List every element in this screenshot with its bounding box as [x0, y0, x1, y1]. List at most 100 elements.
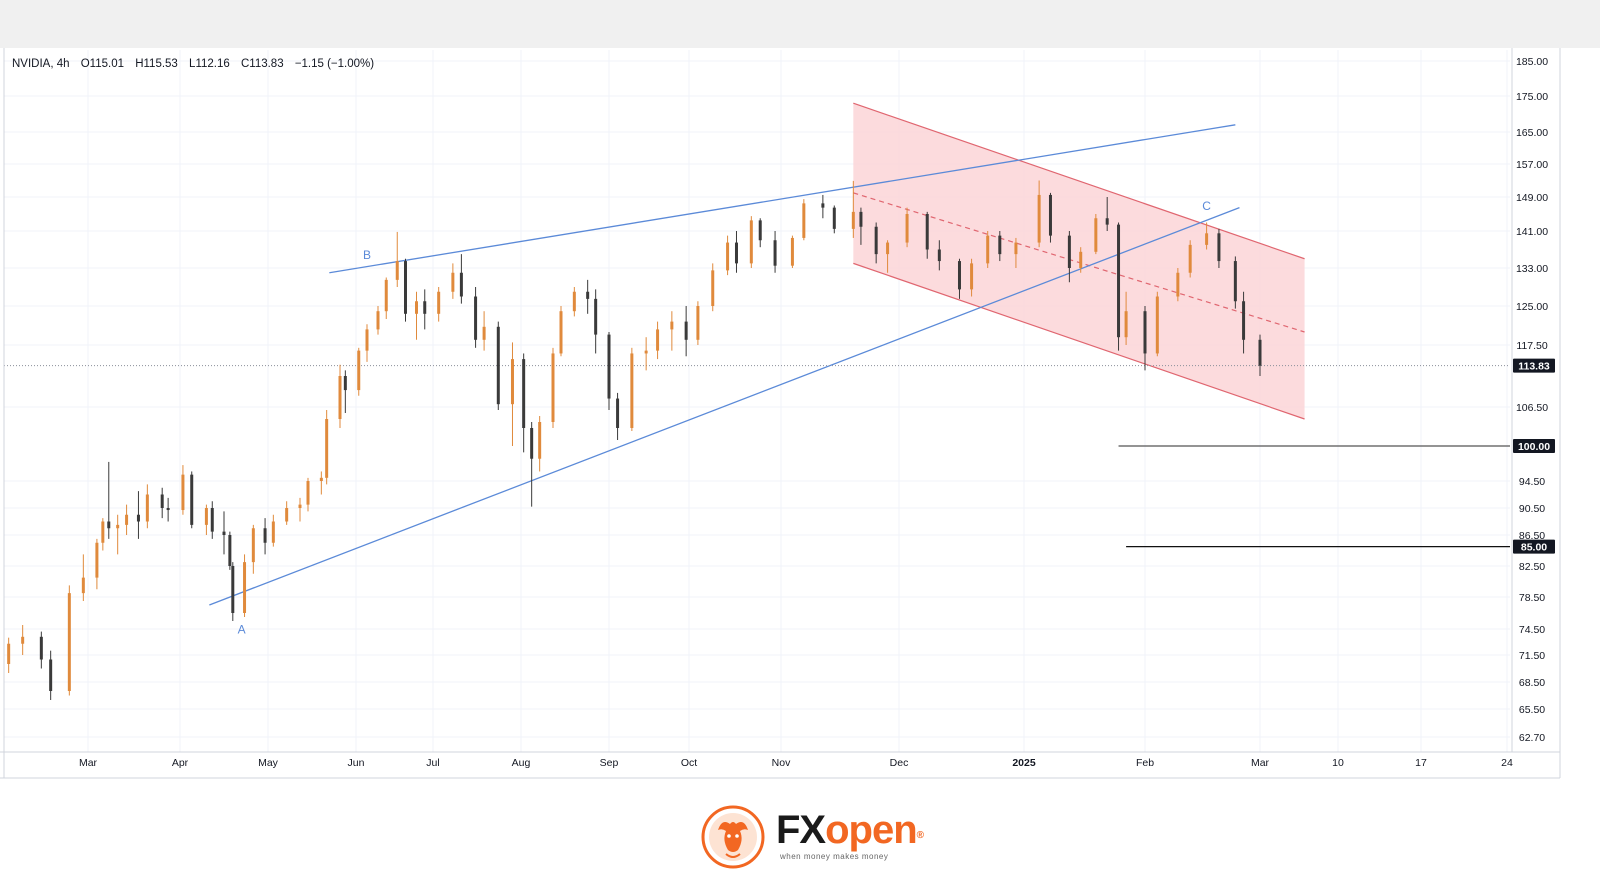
- interval-label: 4h: [57, 58, 70, 70]
- candle: [415, 291, 418, 340]
- high-value: H115.53: [135, 58, 178, 70]
- candle: [925, 211, 929, 259]
- y-tick-label: 185.00: [1516, 56, 1548, 68]
- candle-body: [802, 203, 806, 238]
- y-tick-label: 157.00: [1516, 159, 1548, 171]
- candle-body: [696, 306, 700, 340]
- x-tick-label: Feb: [1136, 757, 1154, 769]
- candle: [404, 258, 407, 322]
- candle: [758, 218, 762, 248]
- candle-body: [1258, 339, 1262, 366]
- y-tick-label: 117.50: [1516, 340, 1547, 352]
- trendlines: [209, 124, 1240, 606]
- candle-body: [285, 508, 289, 522]
- candle: [1176, 268, 1180, 302]
- level-tag-0-box: [1513, 439, 1555, 453]
- candle-body: [749, 220, 753, 264]
- candle-body: [116, 524, 120, 529]
- candle: [81, 554, 85, 601]
- candle: [343, 370, 347, 413]
- candle-body: [145, 494, 149, 522]
- candle-body: [1155, 296, 1159, 354]
- x-tick-label: Dec: [890, 757, 909, 769]
- candle-body: [1188, 244, 1192, 273]
- candle-body: [319, 477, 323, 481]
- candle: [160, 487, 164, 519]
- candle-body: [644, 350, 648, 354]
- candle-body: [81, 577, 85, 594]
- candle-body: [395, 261, 399, 280]
- candle-body: [538, 422, 542, 459]
- candle-body: [510, 359, 514, 405]
- candle: [376, 306, 380, 335]
- x-tick-label: Nov: [772, 757, 791, 769]
- x-tick-label: Oct: [681, 757, 697, 769]
- y-tick-label: 62.70: [1519, 732, 1545, 744]
- candle-body: [67, 593, 71, 691]
- candle-body: [251, 528, 255, 563]
- candle-body: [496, 326, 500, 405]
- candle-body: [670, 321, 674, 330]
- candle-body: [607, 334, 611, 399]
- candle: [711, 263, 715, 312]
- candle: [1105, 197, 1109, 231]
- candle-body: [338, 376, 342, 419]
- price-chart[interactable]: A B C 185.00 175.00 165.00 157.00 149.00 141.00…: [0, 48, 1600, 792]
- fxopen-logo[interactable]: FXopen® when money makes money: [700, 804, 940, 870]
- candle: [726, 235, 730, 276]
- candle: [125, 504, 129, 535]
- candle-body: [271, 521, 275, 543]
- candle: [905, 207, 909, 248]
- y-tick-label: 82.50: [1519, 561, 1545, 573]
- candle-body: [325, 419, 329, 478]
- candle-body: [905, 214, 909, 243]
- candle: [357, 347, 361, 396]
- candle: [859, 207, 863, 245]
- candle-body: [559, 311, 563, 354]
- y-tick-label: 68.50: [1519, 677, 1545, 689]
- candle: [874, 222, 878, 264]
- candle-body: [107, 521, 111, 529]
- candle: [802, 199, 806, 241]
- wave-label-c: C: [1202, 199, 1211, 213]
- candle: [181, 465, 185, 515]
- candle: [243, 554, 247, 617]
- candle: [365, 324, 369, 362]
- candle-body: [95, 542, 99, 578]
- candle: [95, 538, 99, 590]
- candle-body: [231, 566, 235, 613]
- candle: [1217, 228, 1221, 268]
- candle: [190, 471, 194, 529]
- candle: [210, 501, 214, 539]
- candle: [749, 216, 753, 268]
- candle-body: [343, 376, 347, 391]
- candle-body: [998, 235, 1002, 255]
- x-tick-label: 17: [1415, 757, 1427, 769]
- candle: [228, 531, 232, 570]
- open-value: O115.01: [81, 58, 124, 70]
- x-tick-label: Jul: [426, 757, 439, 769]
- candle-body: [365, 329, 369, 351]
- candle: [101, 518, 105, 551]
- candle: [49, 650, 53, 700]
- candle-body: [711, 270, 715, 306]
- candle-body: [790, 237, 794, 266]
- candle-body: [522, 359, 526, 428]
- candle-body: [1176, 272, 1180, 297]
- change-value: −1.15 (−1.00%): [295, 58, 374, 70]
- x-tick-label: Mar: [79, 757, 98, 769]
- candle-body: [886, 242, 890, 255]
- candle-body: [1242, 301, 1246, 340]
- candle-body: [376, 311, 380, 330]
- candle: [136, 491, 140, 539]
- candle-body: [1217, 233, 1221, 262]
- candle-body: [594, 298, 598, 335]
- candle-body: [832, 207, 836, 229]
- candle-body: [1079, 251, 1083, 268]
- brand-wordmark: FXopen®: [776, 808, 924, 852]
- candles: [7, 180, 1262, 700]
- candle: [7, 637, 11, 673]
- bull-logo-icon: [701, 805, 765, 869]
- y-tick-label: 74.50: [1519, 624, 1545, 636]
- candle: [222, 511, 226, 555]
